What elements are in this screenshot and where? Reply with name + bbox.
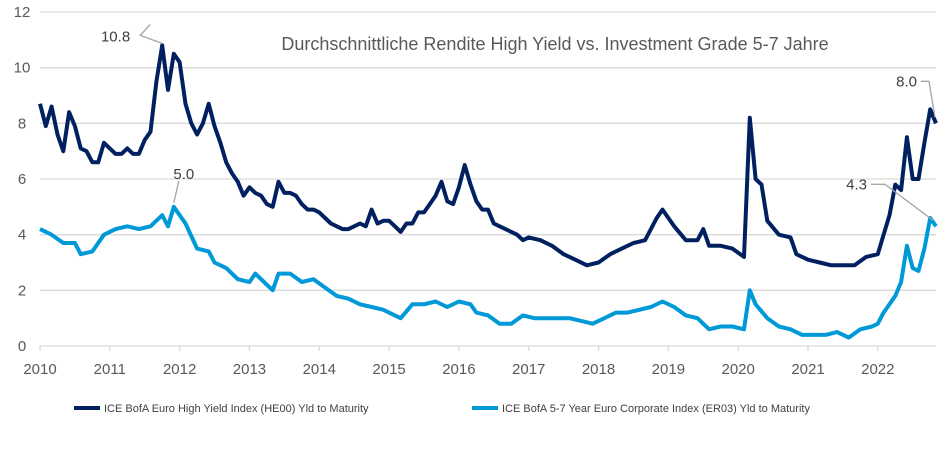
x-tick-label: 2020 (721, 361, 754, 378)
annotation-leader-line (921, 80, 936, 118)
annotation-label: 4.3 (846, 176, 867, 193)
x-tick-label: 2022 (861, 361, 894, 378)
annotation-label: 5.0 (173, 166, 194, 183)
y-tick-label: 6 (18, 171, 26, 188)
x-tick-label: 2012 (163, 361, 196, 378)
chart-title: Durchschnittliche Rendite High Yield vs.… (281, 34, 828, 54)
legend-label-high-yield: ICE BofA Euro High Yield Index (HE00) Yl… (104, 403, 369, 415)
series-line-investment-grade (39, 204, 938, 340)
y-tick-label: 12 (14, 4, 31, 21)
x-tick-label: 2010 (23, 361, 56, 378)
annotation-label: 10.8 (101, 28, 130, 45)
x-tick-label: 2018 (582, 361, 615, 378)
annotation-leader-line (173, 180, 180, 203)
series-line-high-yield (38, 43, 938, 268)
x-tick-label: 2021 (791, 361, 824, 378)
annotations: 10.8 5.0 8.0 4.3 (101, 23, 936, 221)
legend-label-investment-grade: ICE BofA 5-7 Year Euro Corporate Index (… (502, 403, 810, 415)
x-tick-label: 2011 (94, 361, 126, 378)
x-tick-label: 2015 (372, 361, 405, 378)
y-tick-label: 10 (14, 60, 31, 77)
x-tick-label: 2013 (233, 361, 266, 378)
x-tick-label: 2016 (442, 361, 475, 378)
y-tick-label: 0 (18, 338, 26, 355)
y-tick-label: 2 (18, 282, 26, 299)
series-lines (38, 43, 938, 340)
annotation-leader-line (139, 23, 163, 45)
y-tick-label: 4 (18, 227, 26, 244)
legend: ICE BofA Euro High Yield Index (HE00) Yl… (74, 403, 810, 415)
x-tick-label: 2014 (303, 361, 336, 378)
x-tick-label: 2019 (652, 361, 685, 378)
y-axis-ticks: 0 2 4 6 8 10 12 (14, 4, 31, 355)
x-axis-ticks: 2010 2011 2012 2013 2014 2015 2016 2017 2018 2019… (23, 346, 895, 378)
annotation-leader-line (871, 183, 934, 221)
x-tick-label: 2017 (512, 361, 545, 378)
y-tick-label: 8 (18, 115, 26, 132)
annotation-label: 8.0 (896, 73, 917, 90)
